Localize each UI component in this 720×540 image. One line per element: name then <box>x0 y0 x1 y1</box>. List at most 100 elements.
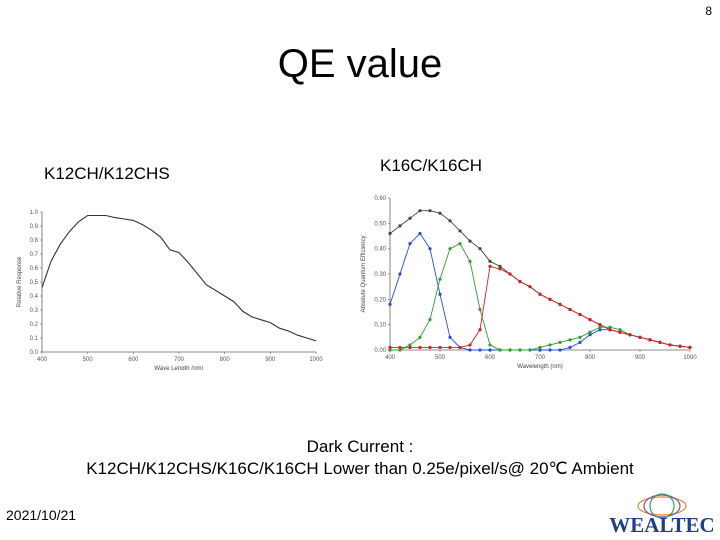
x-tick-label: 900 <box>265 357 276 363</box>
data-point-series-4 <box>628 333 632 337</box>
data-point-series-4 <box>458 345 462 350</box>
caption-line-2: K12CH/K12CHS/K16C/K16CH Lower than 0.25e… <box>86 459 634 478</box>
data-point-series-4 <box>598 323 602 327</box>
data-point-series-3 <box>508 348 512 352</box>
data-point-series-4 <box>478 328 482 332</box>
data-point-series-4 <box>608 328 612 332</box>
x-tick-label: 800 <box>585 355 596 361</box>
data-point-series-1 <box>428 209 432 213</box>
data-point-series-1 <box>468 239 472 243</box>
k12-relative-response-chart: 400 500 600 700 800 900 1000 0.0 0.1 0.2 0.3 0.4 0.5… <box>17 210 323 370</box>
data-point-series-4 <box>528 285 532 289</box>
data-point-series-4 <box>568 307 572 312</box>
y-tick-label: 0.30 <box>374 272 386 278</box>
data-point-series-3 <box>558 340 562 344</box>
data-point-series-4 <box>388 345 392 350</box>
data-point-series-3 <box>538 345 542 350</box>
data-point-series-2 <box>438 292 442 296</box>
x-tick-label: 900 <box>635 355 646 361</box>
data-point-series-4 <box>408 345 412 350</box>
data-point-series-3 <box>568 338 572 342</box>
y-tick-label: 0.4 <box>30 294 39 300</box>
data-point-series-3 <box>418 335 422 339</box>
dark-current-caption: Dark Current : K12CH/K12CHS/K16C/K16CH L… <box>0 436 720 480</box>
series-line-4 <box>390 265 691 348</box>
y-tick-label: 0.10 <box>374 323 386 329</box>
y-tick-label: 0.5 <box>30 280 39 286</box>
data-point-series-3 <box>458 242 462 246</box>
data-point-series-4 <box>538 292 542 296</box>
x-tick-label: 700 <box>174 357 185 363</box>
data-point-series-2 <box>568 345 572 350</box>
data-point-series-2 <box>388 302 392 306</box>
data-point-series-1 <box>478 247 482 251</box>
x-tick-label: 400 <box>385 355 396 361</box>
slide-title: QE value <box>277 42 443 86</box>
x-tick-label: 600 <box>128 357 139 363</box>
y-tick-label: 0.2 <box>30 322 39 328</box>
data-point-series-1 <box>498 264 502 268</box>
slide-date: 2021/10/21 <box>6 507 77 523</box>
data-point-series-3 <box>388 348 392 352</box>
data-point-series-1 <box>488 259 492 263</box>
x-tick-label: 800 <box>220 357 231 363</box>
y-tick-label: 0.7 <box>30 252 39 258</box>
y-axis-label: Absolute Quantum Efficiency <box>361 236 367 313</box>
data-point-series-3 <box>528 348 532 352</box>
data-point-series-4 <box>418 345 422 350</box>
data-point-series-2 <box>578 340 582 344</box>
series-line-2 <box>389 232 691 351</box>
k16-quantum-efficiency-chart: 400 500 600 700 800 900 1000 0.00 0.10 0.20 0.30 0.… <box>361 196 697 370</box>
data-point-series-3 <box>428 318 432 322</box>
data-point-series-4 <box>578 312 582 317</box>
data-point-series-2 <box>558 348 562 352</box>
data-point-series-4 <box>488 264 492 268</box>
x-tick-label: 700 <box>535 355 546 361</box>
y-tick-label: 0.3 <box>30 308 39 314</box>
data-point-series-4 <box>618 330 622 334</box>
data-point-series-4 <box>678 344 682 348</box>
data-point-series-3 <box>498 348 502 352</box>
data-point-series-2 <box>488 348 492 352</box>
y-tick-label: 0.0 <box>30 350 39 356</box>
data-point-series-2 <box>468 348 472 352</box>
data-point-series-3 <box>518 348 522 352</box>
x-tick-label: 500 <box>435 355 446 361</box>
x-axis-label: Wave Length (nm) <box>154 366 203 370</box>
y-tick-label: 0.20 <box>374 297 386 303</box>
data-point-series-3 <box>618 328 622 332</box>
data-point-series-2 <box>538 348 542 352</box>
data-point-series-4 <box>398 345 402 350</box>
data-point-series-4 <box>558 302 562 306</box>
data-point-series-3 <box>448 247 452 251</box>
data-point-series-1 <box>448 219 452 223</box>
data-point-series-4 <box>658 340 662 344</box>
right-chart-label: K16C/K16CH <box>380 156 483 175</box>
data-point-series-3 <box>608 325 612 329</box>
caption-line-1: Dark Current : <box>306 437 414 456</box>
data-point-series-3 <box>578 335 582 339</box>
data-point-series-1 <box>388 231 392 236</box>
series-line-1 <box>41 214 317 342</box>
data-point-series-3 <box>398 348 402 352</box>
data-point-series-4 <box>688 345 692 350</box>
data-point-series-4 <box>448 345 452 350</box>
wealtec-logo: WEALTEC <box>609 493 715 536</box>
data-point-series-3 <box>588 330 592 334</box>
data-point-series-2 <box>418 231 422 236</box>
data-point-series-4 <box>498 267 502 271</box>
data-point-series-3 <box>468 259 472 263</box>
data-point-series-2 <box>598 328 602 332</box>
y-tick-label: 0.60 <box>374 196 386 202</box>
y-tick-label: 0.9 <box>30 224 39 230</box>
data-point-series-3 <box>438 277 442 281</box>
data-point-series-4 <box>638 335 642 339</box>
y-tick-label: 0.40 <box>374 247 386 253</box>
data-point-series-1 <box>408 216 412 220</box>
data-point-series-2 <box>548 348 552 352</box>
data-point-series-2 <box>398 272 402 276</box>
data-point-series-2 <box>428 247 432 251</box>
x-tick-label: 400 <box>37 357 48 363</box>
x-tick-label: 500 <box>83 357 94 363</box>
data-point-series-2 <box>588 333 592 337</box>
